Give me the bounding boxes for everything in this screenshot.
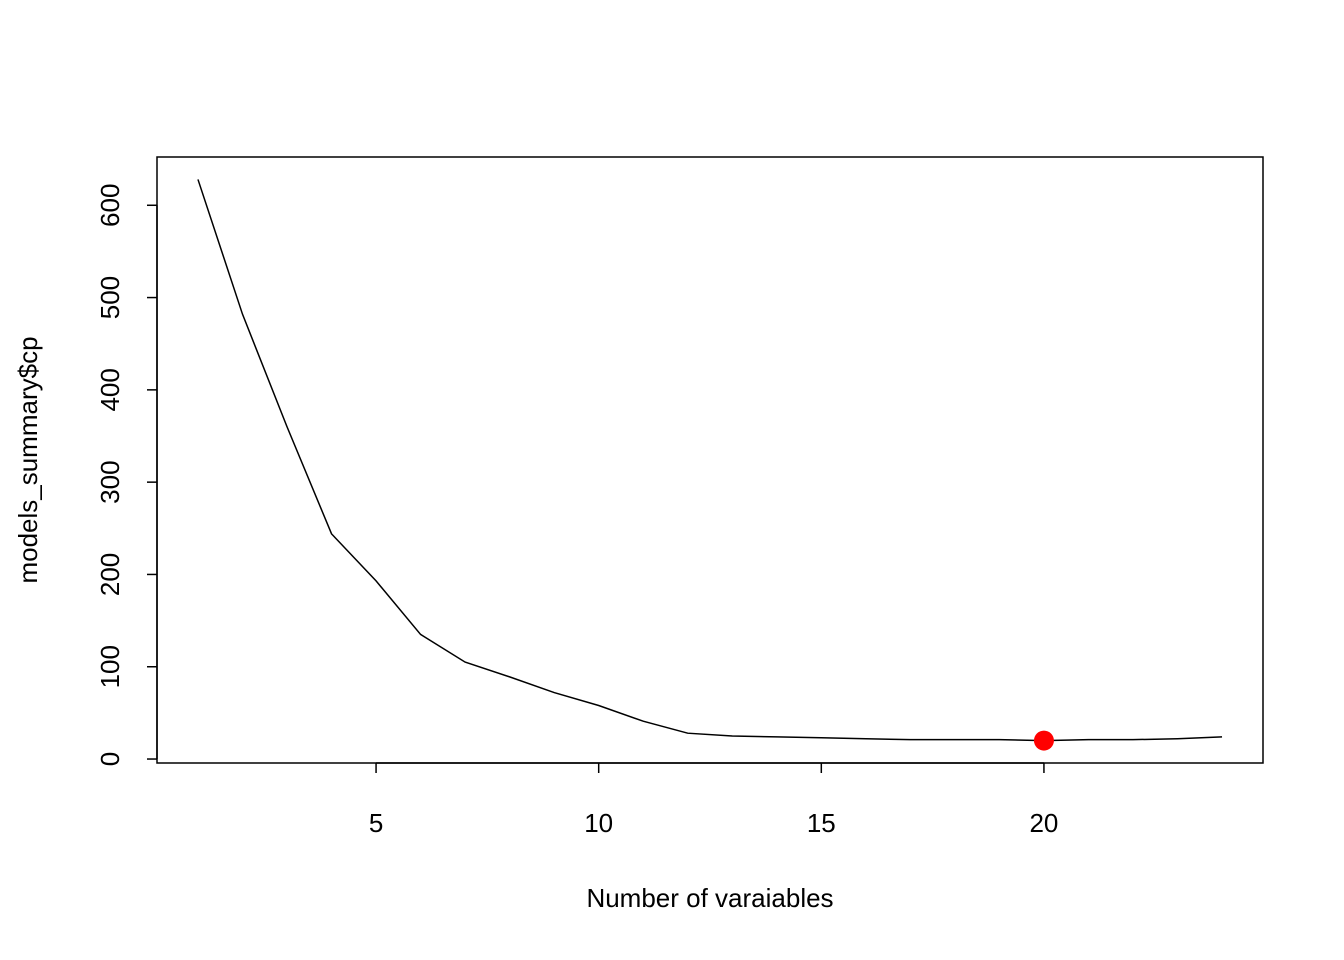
highlight-point xyxy=(1033,730,1054,751)
data-line xyxy=(197,179,1223,742)
y-tick-label: 100 xyxy=(95,645,125,688)
plot-box xyxy=(156,156,1264,764)
y-tick-label: 600 xyxy=(95,184,125,227)
x-tick-label: 5 xyxy=(369,808,383,838)
x-tick-label: 15 xyxy=(807,808,836,838)
y-tick-label: 200 xyxy=(95,553,125,596)
x-tick-label: 10 xyxy=(584,808,613,838)
y-tick-label: 500 xyxy=(95,276,125,319)
y-tick-label: 300 xyxy=(95,460,125,503)
y-tick-label: 400 xyxy=(95,368,125,411)
y-tick-label: 0 xyxy=(95,752,125,766)
x-tick-label: 20 xyxy=(1029,808,1058,838)
y-axis-label: models_summary$cp xyxy=(13,336,43,583)
x-axis-label: Number of varaiables xyxy=(586,883,833,913)
